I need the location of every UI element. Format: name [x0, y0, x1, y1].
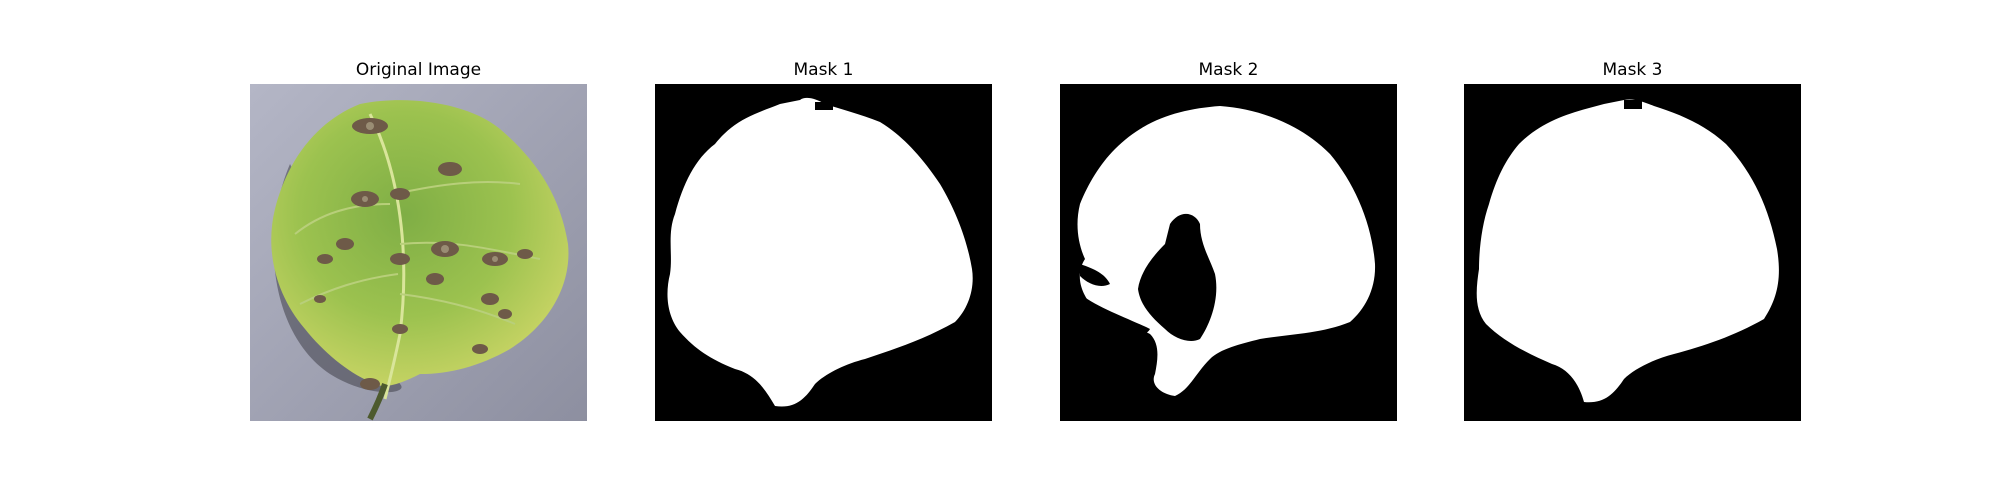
leaf-mask [1464, 84, 1801, 421]
panel-mask-2: Mask 2 [1060, 0, 1397, 500]
panel-mask-1: Mask 1 [655, 0, 992, 500]
panel-title: Mask 2 [1198, 60, 1259, 80]
panel-original-image: Original Image [250, 0, 587, 500]
panel-title: Mask 3 [1602, 60, 1663, 80]
panel-title: Original Image [355, 60, 482, 80]
leaf-photo [250, 84, 587, 421]
leaf-mask [655, 84, 992, 421]
leaf-mask [1060, 84, 1397, 421]
panel-title: Mask 1 [793, 60, 854, 80]
panel-mask-3: Mask 3 [1464, 0, 1801, 500]
